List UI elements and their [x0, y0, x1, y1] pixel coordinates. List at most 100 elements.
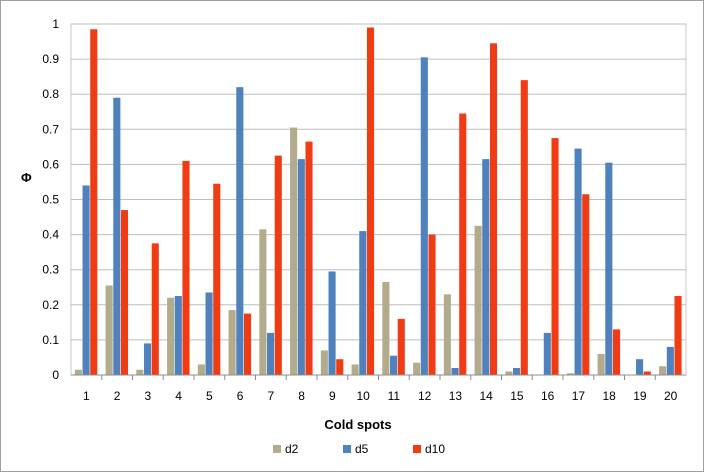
bar-d10-18 [612, 329, 621, 375]
bar-d10-16 [551, 138, 559, 375]
bar-d10-11 [397, 318, 405, 375]
bar-d5-12 [420, 57, 428, 376]
y-tick-label: 1 [52, 17, 59, 31]
bar-d5-13 [451, 367, 459, 375]
x-tick-label: 3 [145, 389, 152, 403]
x-tick-label: 11 [388, 389, 401, 403]
y-tick-label: 0.2 [42, 298, 59, 312]
bars [74, 27, 682, 376]
bar-d5-9 [328, 271, 336, 375]
x-tick-label: 1 [83, 389, 90, 403]
bar-d2-15 [505, 371, 513, 375]
gridlines [70, 23, 687, 376]
y-tick-label: 0.6 [42, 157, 59, 171]
x-tick-label: 20 [664, 389, 678, 403]
bar-d10-5 [213, 183, 221, 375]
bar-d10-4 [182, 160, 190, 375]
bar-d5-6 [236, 87, 244, 376]
x-tick-label: 16 [541, 389, 555, 403]
y-axis-title: Φ [21, 170, 32, 185]
bar-d2-4 [167, 297, 175, 375]
y-tick-label: 0.9 [42, 52, 59, 66]
x-axis-title: Cold spots [324, 417, 391, 432]
x-tick-label: 18 [602, 389, 616, 403]
bar-d5-18 [605, 162, 613, 375]
axes: 00.10.20.30.40.50.60.70.80.911 2 3 4 5 6 7 8 9 10… [42, 17, 686, 403]
bar-d10-6 [243, 313, 252, 375]
legend-swatch-d5 [343, 445, 351, 453]
x-tick-label: 9 [329, 389, 336, 403]
bar-d10-15 [520, 80, 528, 375]
y-tick-label: 0.3 [42, 263, 59, 277]
bar-d2-6 [228, 310, 236, 375]
bar-d10-3 [151, 243, 159, 376]
y-tick-label: 0.5 [42, 193, 59, 207]
bar-d10-17 [582, 194, 590, 375]
bar-d2-3 [136, 369, 144, 375]
y-tick-label: 0.1 [42, 333, 59, 347]
bar-d2-17 [566, 373, 574, 375]
bar-d5-10 [359, 231, 367, 375]
bar-d2-11 [382, 281, 390, 375]
bar-d2-20 [659, 366, 667, 375]
legend-label-d10: d10 [425, 442, 445, 456]
x-tick-label: 15 [510, 389, 524, 403]
bar-d2-5 [197, 364, 205, 375]
x-tick-label: 8 [298, 389, 305, 403]
legend: d2 d5 d10 [273, 442, 445, 456]
bar-d10-2 [120, 210, 129, 375]
bar-d2-1 [74, 369, 82, 375]
bar-d2-18 [597, 353, 605, 375]
x-tick-label: 12 [418, 389, 432, 403]
x-tick-label: 13 [449, 389, 463, 403]
bar-d5-17 [574, 148, 582, 375]
bar-d5-8 [297, 159, 305, 375]
bar-d5-19 [636, 359, 644, 375]
legend-swatch-d2 [273, 445, 281, 453]
x-tick-label: 5 [206, 389, 213, 403]
bar-d5-1 [82, 185, 90, 375]
bar-d5-4 [174, 296, 182, 375]
bar-d2-9 [320, 350, 328, 375]
x-tick-label: 2 [114, 389, 121, 403]
bar-d2-13 [443, 294, 451, 375]
x-tick-label: 14 [479, 389, 493, 403]
bar-d10-8 [305, 141, 313, 375]
bar-d10-1 [90, 29, 98, 375]
bar-d5-14 [482, 159, 490, 375]
bar-d2-12 [413, 362, 421, 375]
bar-d10-19 [643, 371, 651, 375]
x-tick-label: 17 [572, 389, 586, 403]
bar-d10-13 [459, 113, 467, 375]
y-tick-label: 0.8 [42, 87, 59, 101]
legend-swatch-d10 [413, 445, 421, 453]
bar-d5-11 [390, 355, 398, 375]
bar-d5-2 [113, 97, 121, 376]
y-tick-label: 0.7 [42, 122, 59, 136]
y-tick-label: 0.4 [42, 228, 59, 242]
bar-d10-9 [336, 359, 344, 375]
bar-d2-2 [105, 285, 113, 375]
bar-d10-10 [366, 27, 375, 375]
bar-d2-7 [259, 229, 267, 375]
x-tick-label: 19 [633, 389, 647, 403]
x-tick-label: 4 [175, 389, 182, 403]
x-tick-label: 7 [268, 389, 275, 403]
legend-label-d5: d5 [355, 442, 369, 456]
x-tick-label: 6 [237, 389, 244, 403]
bar-d2-10 [351, 364, 359, 375]
bar-d5-5 [205, 292, 213, 375]
bar-d2-8 [290, 127, 298, 375]
bar-d10-12 [428, 234, 436, 375]
bar-d2-14 [474, 225, 482, 375]
bar-d5-20 [666, 346, 674, 375]
bar-d5-3 [144, 343, 152, 375]
bar-d10-14 [489, 43, 498, 376]
bar-d5-7 [267, 332, 275, 375]
legend-label-d2: d2 [285, 442, 299, 456]
bar-d5-15 [513, 367, 521, 375]
bar-d5-16 [543, 332, 551, 375]
x-tick-label: 10 [356, 389, 370, 403]
